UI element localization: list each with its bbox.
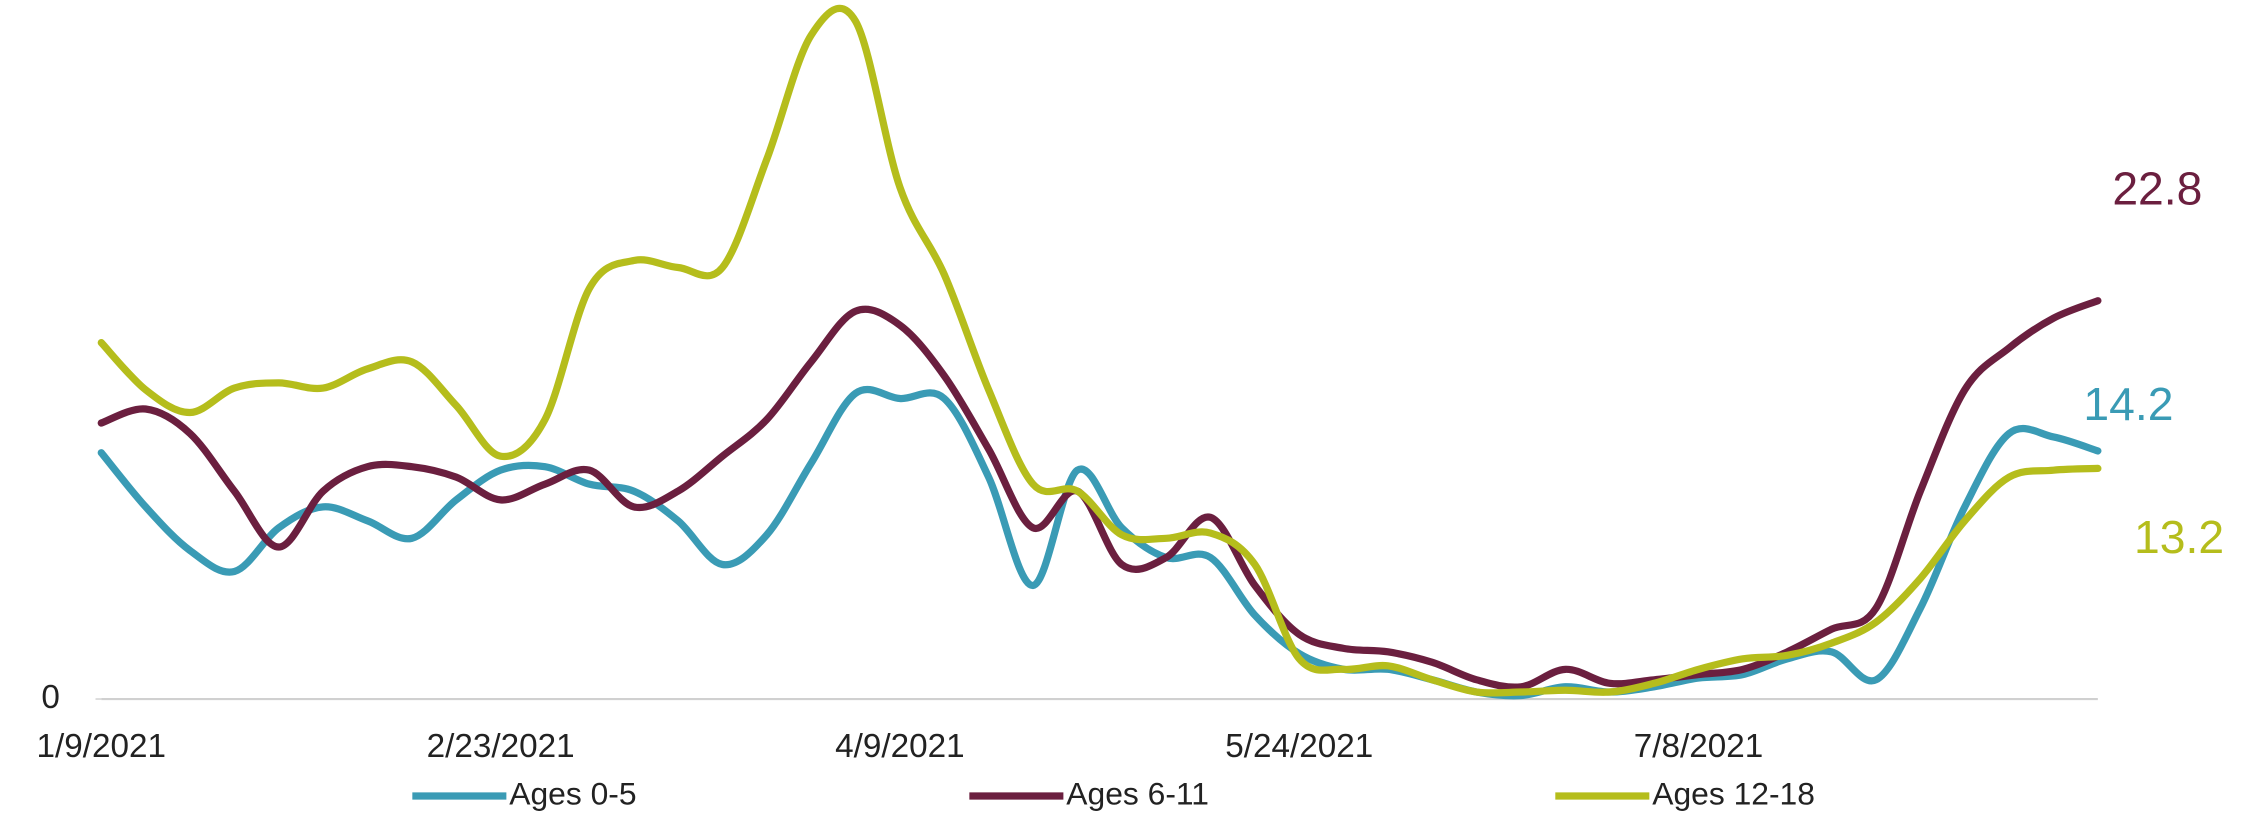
x-tick-label: 4/9/2021 (835, 728, 965, 765)
x-tick-label: 1/9/2021 (37, 728, 167, 765)
x-tick-label: 7/8/2021 (1634, 728, 1764, 765)
x-tick-label: 2/23/2021 (427, 728, 575, 765)
legend-label: Ages 6-11 (1066, 775, 1209, 811)
series-line (97, 4, 2102, 697)
legend-label: Ages 0-5 (509, 775, 636, 811)
x-tick-label: 5/24/2021 (1225, 728, 1373, 765)
end-value-label: 13.2 (2134, 511, 2224, 563)
end-value-label: 22.8 (2112, 162, 2202, 214)
end-value-label: 14.2 (2083, 378, 2173, 430)
series-line (97, 385, 2102, 700)
y-tick-label: 0 (41, 679, 60, 716)
legend-label: Ages 12-18 (1652, 775, 1815, 811)
